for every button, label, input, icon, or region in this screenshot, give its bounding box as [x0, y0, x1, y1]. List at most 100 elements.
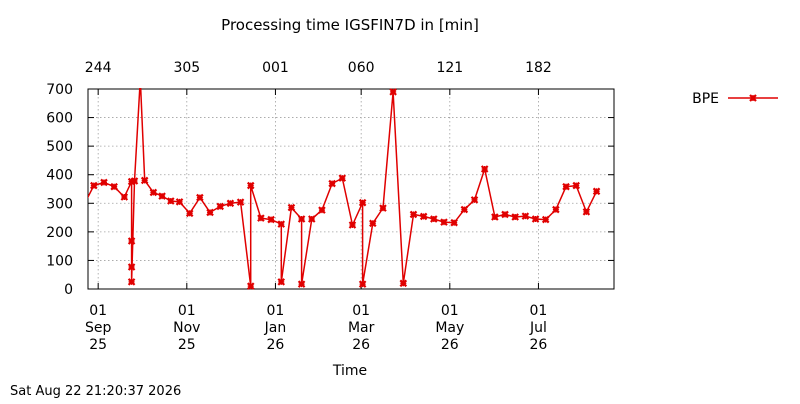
data-point: [541, 215, 550, 224]
legend-label-bpe: BPE: [692, 91, 719, 107]
x-tick-label: 26: [530, 337, 548, 353]
x-tick-label: Mar: [348, 320, 375, 336]
data-point: [338, 174, 347, 182]
data-point: [110, 182, 118, 191]
data-point: [127, 263, 136, 271]
x-tick-label: 01: [441, 303, 459, 319]
data-point: [582, 208, 591, 216]
data-point: [120, 193, 129, 201]
x-axis-label: Time: [332, 363, 367, 379]
data-point: [297, 280, 306, 288]
x-tick-label: 01: [530, 303, 548, 319]
data-point: [552, 205, 560, 214]
data-point: [127, 237, 136, 245]
x-tick-label: 01: [352, 303, 370, 319]
y-tick-labels: 0 100 200 300 400 500 600 700: [46, 82, 73, 298]
x-top-tick-label: 001: [262, 60, 289, 76]
data-point: [236, 198, 245, 206]
data-point: [521, 212, 530, 220]
data-point: [158, 192, 166, 200]
data-point: [430, 215, 438, 223]
legend-marker-glyph: [749, 94, 757, 102]
data-point: [592, 187, 601, 196]
data-point: [440, 218, 448, 226]
data-point: [358, 280, 367, 288]
x-tick-label: Jan: [264, 320, 287, 336]
data-point: [491, 213, 499, 221]
chart-title: Processing time IGSFIN7D in [min]: [221, 16, 479, 34]
data-point: [572, 181, 580, 190]
legend: BPE: [692, 91, 778, 107]
data-point: [257, 214, 265, 222]
data-point: [167, 197, 175, 205]
legend-marker-bpe: [749, 94, 757, 102]
axes: [87, 88, 615, 290]
plot-frame: [87, 88, 615, 290]
data-point: [246, 181, 255, 190]
x-tick-label: 26: [267, 337, 285, 353]
y-tick-label: 500: [46, 139, 73, 155]
marker-stroke: [81, 203, 87, 209]
x-tick-label: Jul: [529, 320, 547, 336]
data-point: [277, 220, 286, 228]
x-top-tick-label: 121: [436, 60, 463, 76]
data-point: [531, 215, 540, 223]
data-point: [358, 198, 367, 207]
data-point: [562, 182, 570, 191]
x-tick-label: 26: [352, 337, 370, 353]
data-point: [419, 212, 428, 221]
data-point: [297, 215, 306, 223]
data-point: [460, 205, 469, 214]
x-tick-label: 25: [89, 337, 107, 353]
data-point: [216, 202, 225, 211]
x-tick-label: May: [435, 320, 464, 336]
data-point: [130, 177, 139, 185]
data-point: [399, 279, 408, 288]
x-tick-label: 25: [178, 337, 196, 353]
data-point: [470, 196, 479, 204]
data-point: [140, 176, 149, 185]
x-top-tick-label: 182: [525, 60, 552, 76]
y-tick-label: 300: [46, 196, 73, 212]
x-tick-label: Nov: [173, 320, 200, 336]
data-point: [348, 221, 357, 229]
marker-stroke: [81, 203, 87, 209]
data-point: [246, 282, 255, 290]
data-point: [277, 278, 286, 286]
data-point: [307, 215, 316, 223]
data-point: [206, 208, 214, 217]
x-tick-label: 26: [441, 337, 459, 353]
data-point: [175, 198, 184, 206]
y-tick-label: 100: [46, 253, 73, 269]
x-top-tick-label: 060: [348, 60, 375, 76]
data-point: [127, 278, 136, 286]
data-point: [90, 181, 98, 190]
x-top-tick-label: 305: [173, 60, 200, 76]
data-point: [328, 179, 336, 188]
y-tick-label: 400: [46, 168, 73, 184]
data-point: [81, 203, 87, 209]
x-tick-labels-bottom: 01Sep2501Nov2501Jan2601Mar2601May2601Jul…: [85, 303, 547, 353]
series-line-bpe: [88, 88, 598, 287]
data-point: [450, 218, 458, 227]
x-tick-label: 01: [89, 303, 107, 319]
data-point: [185, 209, 194, 218]
y-tick-label: 600: [46, 111, 73, 127]
data-point: [511, 213, 519, 221]
x-tick-label: 01: [267, 303, 285, 319]
y-tick-label: 700: [46, 82, 73, 98]
data-point: [196, 193, 204, 202]
x-tick-label: Sep: [85, 320, 112, 336]
data-point: [389, 88, 397, 96]
data-point: [369, 219, 377, 228]
x-top-tick-label: 244: [85, 60, 112, 76]
series-clip-group: [81, 88, 601, 290]
data-point: [501, 210, 509, 219]
grid: [88, 89, 614, 289]
x-tick-label: 01: [178, 303, 196, 319]
footer-timestamp: Sat Aug 22 21:20:37 2026: [10, 384, 181, 399]
y-tick-label: 200: [46, 225, 73, 241]
data-point: [149, 188, 158, 197]
